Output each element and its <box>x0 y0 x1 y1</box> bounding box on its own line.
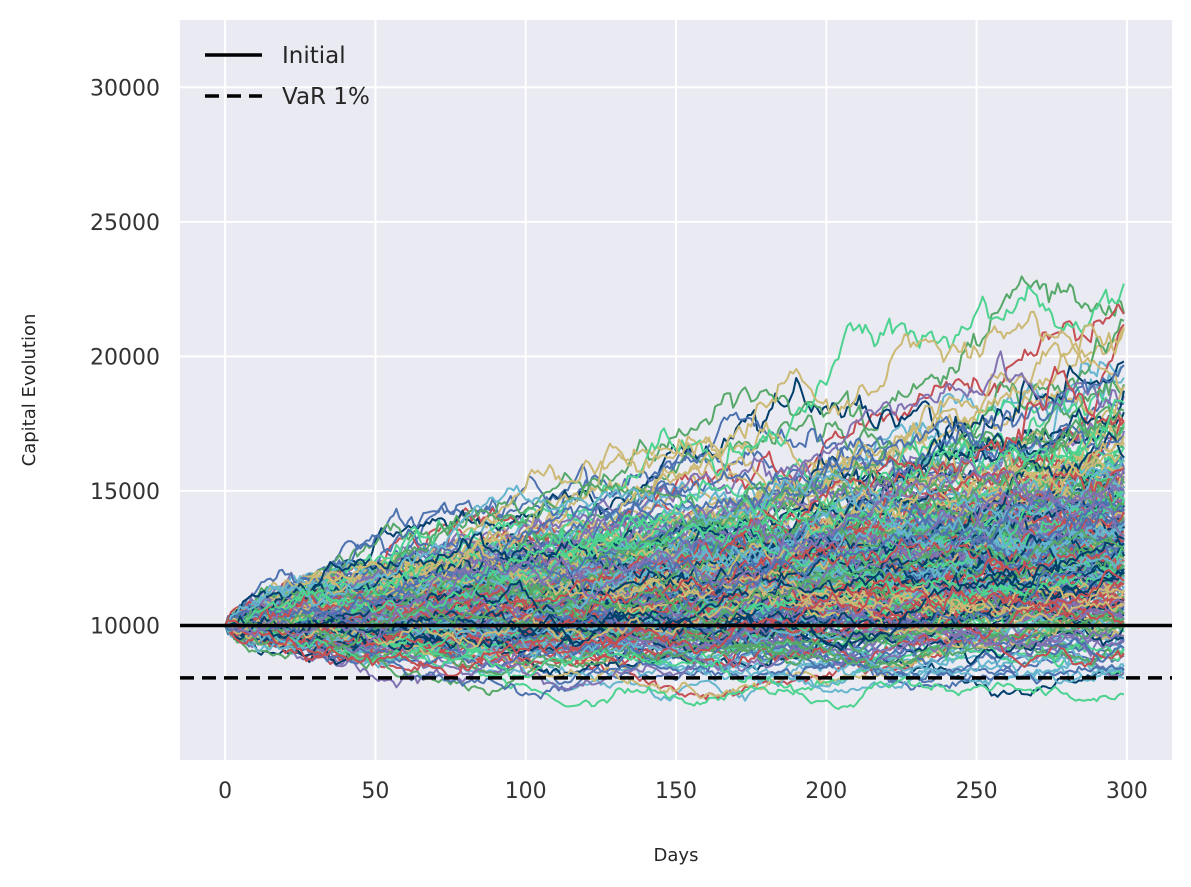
x-axis-ticks: 0 50 100 150 200 250 300 <box>218 779 1148 804</box>
y-axis-ticks: 10000 15000 20000 25000 30000 <box>90 76 160 639</box>
simulation-path-279 <box>224 531 1125 627</box>
x-tick-label-4: 200 <box>805 779 847 804</box>
simulation-path-236 <box>224 310 1125 639</box>
simulation-path-296 <box>224 487 1125 634</box>
simulation-path-293 <box>224 472 1125 627</box>
simulation-path-294 <box>224 399 1125 630</box>
simulation-path-278 <box>224 624 1125 710</box>
y-tick-label-3: 25000 <box>90 211 160 236</box>
simulation-path-295 <box>225 538 1125 652</box>
simulation-path-299 <box>224 456 1125 643</box>
simulation-path-227 <box>224 350 1125 629</box>
simulation-path-292 <box>224 585 1125 648</box>
legend-label-0: Initial <box>282 43 346 69</box>
x-tick-label-5: 250 <box>956 779 998 804</box>
simulation-path-181 <box>224 613 1125 689</box>
legend: Initial VaR 1% <box>205 43 370 110</box>
reference-lines <box>180 623 1172 680</box>
simulation-path-298 <box>224 568 1125 677</box>
legend-label-1: VaR 1% <box>282 84 370 110</box>
x-tick-label-1: 50 <box>361 779 389 804</box>
simulation-path-77 <box>224 615 1124 694</box>
simulation-path-276 <box>224 540 1125 640</box>
x-tick-label-0: 0 <box>218 779 232 804</box>
simulation-path-297 <box>224 528 1125 641</box>
y-tick-label-0: 10000 <box>90 614 160 639</box>
simulation-path-265 <box>224 546 1124 636</box>
y-tick-label-4: 30000 <box>90 76 160 101</box>
x-tick-label-2: 100 <box>505 779 547 804</box>
x-tick-label-3: 150 <box>655 779 697 804</box>
y-axis-label: Capital Evolution <box>19 314 40 467</box>
y-tick-label-1: 15000 <box>90 480 160 505</box>
simulation-path-289 <box>224 406 1125 650</box>
simulation-path-257 <box>224 470 1125 631</box>
x-tick-label-6: 300 <box>1106 779 1148 804</box>
simulation-path-280 <box>224 493 1125 645</box>
x-axis-label: Days <box>654 845 699 866</box>
y-tick-label-2: 20000 <box>90 345 160 370</box>
simulation-path-121 <box>224 386 1125 627</box>
simulation-path-290 <box>224 535 1125 628</box>
